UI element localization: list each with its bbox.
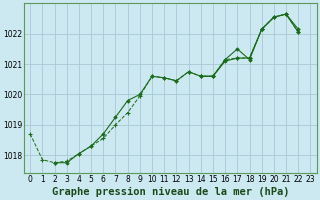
X-axis label: Graphe pression niveau de la mer (hPa): Graphe pression niveau de la mer (hPa): [52, 186, 289, 197]
